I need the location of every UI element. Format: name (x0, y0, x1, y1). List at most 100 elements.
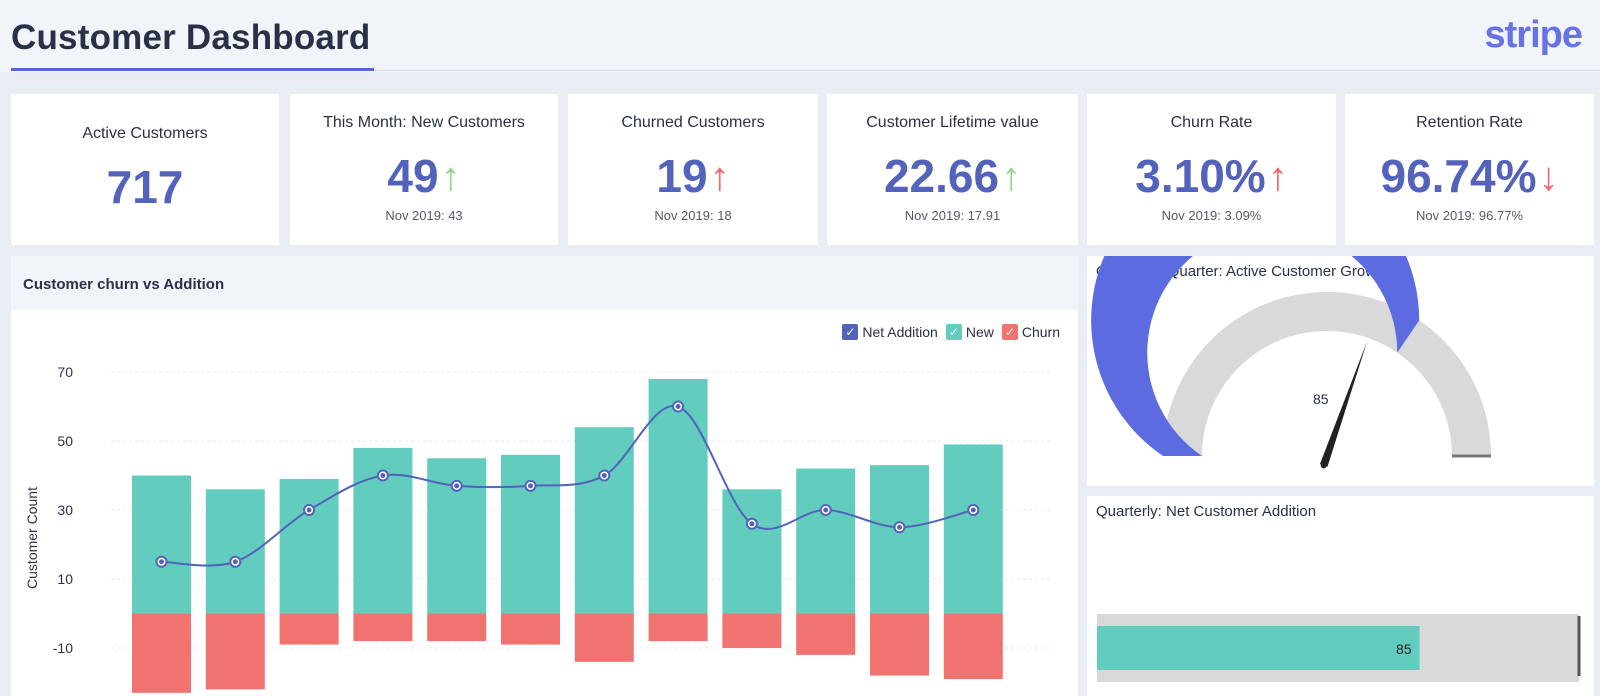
bar-new (279, 478, 339, 614)
kpi-card-new-customers: This Month: New Customers 49↑ Nov 2019: … (290, 94, 558, 245)
kpi-number: 717 (106, 161, 184, 213)
arrow-up-icon: ↑ (1001, 155, 1022, 199)
kpi-label: Churned Customers (621, 114, 765, 131)
checkbox-icon[interactable]: ✓ (945, 324, 962, 340)
kpi-value: 19↑ (568, 149, 818, 203)
stripe-logo: stripe (1484, 14, 1583, 56)
kpi-number: 3.10% (1135, 150, 1266, 202)
active-customer-growth-panel: Quarter to Quarter: Active Customer Grow… (1087, 256, 1594, 486)
net-addition-point-core (970, 507, 976, 513)
bar-churn (870, 613, 929, 676)
kpi-label: Active Customers (82, 125, 208, 142)
bar-churn (205, 613, 265, 690)
kpi-value: 717 (11, 160, 279, 214)
panel-title: Customer churn vs Addition (23, 276, 225, 293)
panel-title: Quarterly: Net Customer Addition (1096, 503, 1317, 520)
net-addition-point-core (232, 559, 238, 565)
bar-churn (796, 613, 856, 655)
page-header: Customer Dashboard stripe (0, 0, 1600, 72)
legend-label: New (965, 324, 994, 340)
legend-new[interactable]: ✓ New (945, 324, 994, 340)
net-addition-point-core (528, 483, 533, 489)
gauge-value-label: 85 (1313, 391, 1329, 407)
kpi-card-retention-rate: Retention Rate 96.74%↓ Nov 2019: 96.77% (1345, 94, 1594, 245)
arrow-up-icon: ↑ (440, 155, 461, 199)
legend-net-addition[interactable]: ✓ Net Addition (842, 324, 938, 340)
bar-churn (648, 613, 708, 642)
gauge-needle (1319, 340, 1368, 467)
arrow-down-icon: ↓ (1538, 155, 1559, 199)
kpi-comparison: Nov 2019: 43 (385, 208, 463, 223)
net-addition-point-core (749, 521, 755, 527)
bar-new (132, 475, 191, 614)
header-divider (374, 70, 1600, 71)
panel-header: Customer churn vs Addition (11, 256, 1078, 310)
bullet-fill (1097, 626, 1420, 670)
kpi-value: 96.74%↓ (1345, 149, 1594, 203)
net-addition-point-core (454, 483, 460, 489)
legend-label: Net Addition (862, 324, 938, 340)
kpi-label: Churn Rate (1170, 114, 1253, 131)
bar-new (501, 454, 560, 614)
bar-churn (722, 613, 782, 648)
bullet-chart: 85 (1097, 614, 1581, 682)
churn-addition-chart: 70 50 30 10 -10 Customer Count (24, 364, 1051, 693)
legend-label: Churn (1021, 324, 1060, 340)
gauge-fill (1091, 256, 1420, 456)
bar-new (870, 465, 929, 614)
y-tick-label: 10 (57, 571, 73, 587)
gauge-track (1163, 291, 1491, 456)
title-underline (11, 68, 374, 71)
kpi-card-churn-rate: Churn Rate 3.10%↑ Nov 2019: 3.09% (1087, 94, 1336, 245)
kpi-comparison: Nov 2019: 18 (654, 208, 732, 223)
kpi-card-churned-customers: Churned Customers 19↑ Nov 2019: 18 (568, 94, 818, 245)
gauge-chart: 85 (1091, 256, 1491, 469)
gauge-needle-hub (1320, 462, 1327, 469)
y-tick-label: 70 (57, 364, 73, 380)
page-title: Customer Dashboard (11, 18, 371, 57)
bar-churn (132, 613, 191, 693)
bar-churn (501, 613, 560, 645)
kpi-number: 49 (387, 150, 439, 202)
bar-churn (943, 613, 1003, 680)
bar-new (648, 378, 708, 614)
y-tick-label: -10 (53, 640, 73, 656)
bar-churn (574, 613, 634, 662)
kpi-number: 96.74% (1380, 150, 1537, 202)
checkbox-icon[interactable]: ✓ (1001, 324, 1018, 340)
net-addition-point-core (159, 559, 164, 565)
bar-churn (427, 613, 487, 642)
arrow-up-icon: ↑ (709, 155, 730, 199)
chart-legend: ✓ Net Addition ✓ New ✓ Churn (842, 324, 1060, 340)
net-customer-addition-panel: Quarterly: Net Customer Addition 85 (1087, 496, 1594, 696)
kpi-label: Retention Rate (1416, 114, 1523, 131)
bar-new (796, 468, 856, 614)
legend-churn[interactable]: ✓ Churn (1001, 324, 1060, 340)
bullet-value-label: 85 (1396, 641, 1412, 657)
kpi-value: 3.10%↑ (1087, 149, 1336, 203)
bar-new (943, 444, 1003, 614)
kpi-comparison: Nov 2019: 17.91 (904, 208, 1001, 223)
checkbox-icon[interactable]: ✓ (842, 324, 859, 340)
kpi-value: 49↑ (290, 149, 558, 203)
y-axis-label: Customer Count (24, 487, 40, 589)
kpi-card-active-customers: Active Customers 717 (11, 94, 279, 245)
kpi-comparison: Nov 2019: 3.09% (1161, 208, 1262, 223)
net-addition-point-core (380, 473, 386, 478)
net-addition-point-core (675, 404, 681, 409)
arrow-up-icon: ↑ (1267, 155, 1288, 199)
churn-vs-addition-panel: Customer churn vs Addition ✓ Net Additio… (11, 256, 1078, 696)
kpi-label: Customer Lifetime value (866, 114, 1039, 131)
net-addition-point-core (823, 507, 829, 513)
kpi-card-lifetime-value: Customer Lifetime value 22.66↑ Nov 2019:… (827, 94, 1078, 245)
y-tick-label: 30 (57, 502, 73, 518)
kpi-value: 22.66↑ (827, 149, 1078, 203)
bar-new (722, 489, 782, 614)
kpi-number: 22.66 (883, 150, 1000, 202)
net-addition-point-core (601, 473, 607, 478)
kpi-number: 19 (656, 150, 708, 202)
kpi-label: This Month: New Customers (323, 114, 525, 131)
net-addition-point-core (306, 507, 312, 513)
y-tick-label: 50 (57, 433, 73, 449)
bar-churn (353, 613, 413, 642)
